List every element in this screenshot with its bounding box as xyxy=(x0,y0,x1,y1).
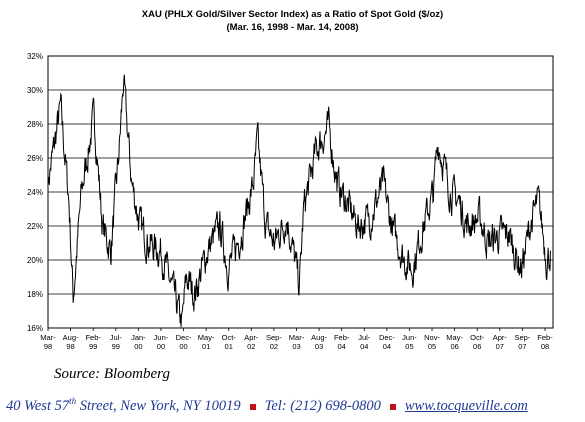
chart-title: XAU (PHLX Gold/Silver Sector Index) as a… xyxy=(141,9,444,20)
x-tick-label: Jul-99 xyxy=(110,333,123,351)
bullet-icon xyxy=(389,403,396,410)
x-tick-label: Jul-04 xyxy=(358,333,371,351)
footer-website-link[interactable]: www.tocqueville.com xyxy=(404,397,528,414)
bullet-icon xyxy=(249,403,256,410)
y-tick-label: 22% xyxy=(27,222,43,231)
plot-frame xyxy=(47,55,554,329)
y-tick-label: 26% xyxy=(27,154,43,163)
x-tick-label: Dec-04 xyxy=(379,333,395,351)
x-axis-ticks: Mar-98 Aug-98 Feb-99 Jul-99 Jan-00 Jun-00 Dec-… xyxy=(40,328,553,351)
x-tick-label: May-01 xyxy=(198,333,215,351)
x-tick-label: Sep-02 xyxy=(266,333,282,351)
y-tick-label: 32% xyxy=(27,52,43,61)
y-tick-label: 16% xyxy=(27,324,43,333)
gridlines xyxy=(48,55,553,329)
y-tick-label: 30% xyxy=(27,86,43,95)
x-tick-label: Apr-07 xyxy=(493,333,508,351)
chart-subtitle: (Mar. 16, 1998 - Mar. 14, 2008) xyxy=(226,22,359,33)
footer-telephone: Tel: (212) 698-0800 xyxy=(264,397,381,414)
x-tick-label: Feb-08 xyxy=(537,333,553,351)
x-tick-label: Mar-98 xyxy=(40,333,56,351)
series-line xyxy=(47,74,552,328)
x-tick-label: Oct-01 xyxy=(222,333,237,351)
y-tick-label: 24% xyxy=(27,188,43,197)
x-tick-label: Aug-03 xyxy=(311,333,327,351)
x-tick-label: Jun-00 xyxy=(154,333,169,351)
footer-contact: 40 West 57th Street, New York, NY 10019 T… xyxy=(6,396,528,415)
y-tick-label: 20% xyxy=(27,256,43,265)
x-tick-label: Aug-98 xyxy=(63,333,79,351)
x-tick-label: Oct-06 xyxy=(470,333,485,351)
x-tick-label: May-06 xyxy=(446,333,463,351)
x-tick-label: Sep-07 xyxy=(514,333,530,351)
x-tick-label: Apr-02 xyxy=(244,333,259,351)
x-tick-label: Nov-05 xyxy=(424,333,440,351)
x-tick-label: Feb-04 xyxy=(334,333,350,351)
source-note: Source: Bloomberg xyxy=(54,366,170,382)
y-axis-ticks: 16% 18% 20% 22% 24% 26% 28% 30% 32% xyxy=(27,52,43,333)
line-chart: 16% 18% 20% 22% 24% 26% 28% 30% 32% Mar-98 Aug-98… xyxy=(27,52,554,351)
y-tick-label: 28% xyxy=(27,120,43,129)
x-tick-label: Jun-05 xyxy=(402,333,417,351)
y-tick-label: 18% xyxy=(27,290,43,299)
footer-address: 40 West 57th Street, New York, NY 10019 xyxy=(6,396,241,414)
x-tick-label: Dec-00 xyxy=(176,333,192,351)
x-tick-label: Jan-00 xyxy=(131,333,146,351)
x-tick-label: Mar-03 xyxy=(289,333,305,351)
x-tick-label: Feb-99 xyxy=(85,333,101,351)
